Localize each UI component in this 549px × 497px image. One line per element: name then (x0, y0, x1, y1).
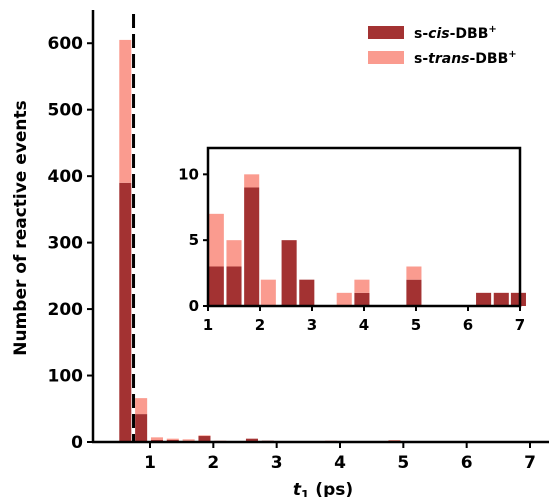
inset-bar-cis-10 (493, 292, 509, 306)
bar-trans-2 (150, 437, 163, 441)
x-tick-label-5: 5 (397, 453, 409, 473)
legend: s-cis-DBB+ s-trans-DBB+ (368, 24, 517, 67)
y-tick-label-200: 200 (48, 300, 84, 320)
x-axis-title-unit: (ps) (309, 480, 353, 497)
bar-cis-8 (245, 438, 258, 442)
inset-x-tick-label-2: 2 (255, 316, 265, 334)
legend-label-trans: s-trans-DBB+ (414, 49, 517, 67)
x-axis-title: t1 (ps) (293, 480, 353, 497)
inset-y-tick-label-10: 10 (178, 165, 199, 183)
legend-label-trans-sup: + (508, 49, 516, 60)
legend-label-cis: s-cis-DBB+ (414, 24, 497, 42)
bar-trans-5 (198, 435, 211, 437)
inset-bar-cis-9 (476, 292, 492, 306)
y-tick-label-500: 500 (48, 101, 84, 121)
legend-label-trans-prefix: s- (414, 51, 428, 67)
bar-trans-4 (182, 439, 195, 442)
y-tick-label-600: 600 (48, 34, 84, 54)
inset-bar-cis-0 (208, 266, 224, 306)
inset-x-tick-label-5: 5 (411, 316, 421, 334)
inset-y-tick-label-5: 5 (189, 231, 199, 249)
x-tick-label-4: 4 (334, 453, 346, 473)
legend-label-cis-suffix: -DBB (450, 26, 489, 42)
inset-bar-cis-11 (510, 292, 526, 306)
inset-x-tick-label-1: 1 (203, 316, 213, 334)
legend-label-cis-prefix: s- (414, 26, 428, 42)
inset-bar-cis-7 (354, 292, 370, 306)
main-y-ticks: 0 100 200 300 400 500 600 (48, 34, 93, 453)
x-axis-title-sub: 1 (301, 488, 309, 497)
x-tick-label-1: 1 (144, 453, 156, 473)
inset-x-tick-label-4: 4 (359, 316, 369, 334)
inset-bar-trans-8 (406, 266, 422, 280)
y-axis-title: Number of reactive events (11, 100, 31, 355)
y-tick-label-100: 100 (48, 367, 84, 387)
inset-x-ticks: 1 2 3 4 5 6 7 (203, 306, 525, 334)
inset-y-tick-label-0: 0 (189, 297, 199, 315)
inset-y-ticks: 0 5 10 (178, 165, 208, 315)
legend-swatch-cis (368, 26, 404, 39)
x-tick-label-3: 3 (271, 453, 283, 473)
x-tick-label-2: 2 (207, 453, 219, 473)
bar-cis-5 (198, 436, 211, 442)
legend-label-trans-suffix: -DBB (470, 51, 509, 67)
inset-bar-cis-8 (406, 279, 422, 306)
inset-x-tick-label-3: 3 (307, 316, 317, 334)
x-tick-label-6: 6 (461, 453, 473, 473)
inset-bar-trans-6 (336, 292, 352, 306)
legend-label-cis-italic: cis (428, 26, 449, 42)
inset-bar-cis-2 (244, 187, 260, 306)
legend-label-cis-sup: + (488, 24, 496, 35)
y-tick-label-0: 0 (71, 433, 83, 453)
inset-bar-cis-4 (281, 240, 297, 306)
inset-bar-cis-5 (299, 279, 315, 306)
main-x-ticks: 1 2 3 4 5 6 7 (144, 442, 536, 473)
bar-cis-0 (119, 182, 132, 443)
bar-trans-3 (166, 438, 179, 441)
legend-label-trans-italic: trans (428, 51, 469, 67)
bar-cis-1 (135, 414, 148, 442)
main-axes (91, 10, 549, 444)
legend-swatch-trans (368, 51, 404, 64)
bar-trans-1 (135, 398, 148, 415)
inset-bar-trans-1 (226, 240, 242, 267)
bar-trans-17 (388, 440, 401, 441)
x-tick-label-7: 7 (524, 453, 536, 473)
inset-x-tick-label-7: 7 (515, 316, 525, 334)
bar-trans-0 (119, 39, 132, 183)
inset-bar-trans-7 (354, 279, 370, 293)
inset-bars (208, 174, 526, 306)
inset-bar-cis-1 (226, 266, 242, 306)
inset-bar-trans-2 (244, 174, 260, 188)
inset-bar-trans-3 (260, 279, 276, 306)
x-axis-title-main: t (293, 480, 302, 497)
y-tick-label-300: 300 (48, 234, 84, 254)
inset-bar-trans-0 (208, 213, 224, 267)
inset-x-tick-label-6: 6 (463, 316, 473, 334)
y-tick-label-400: 400 (48, 167, 84, 187)
